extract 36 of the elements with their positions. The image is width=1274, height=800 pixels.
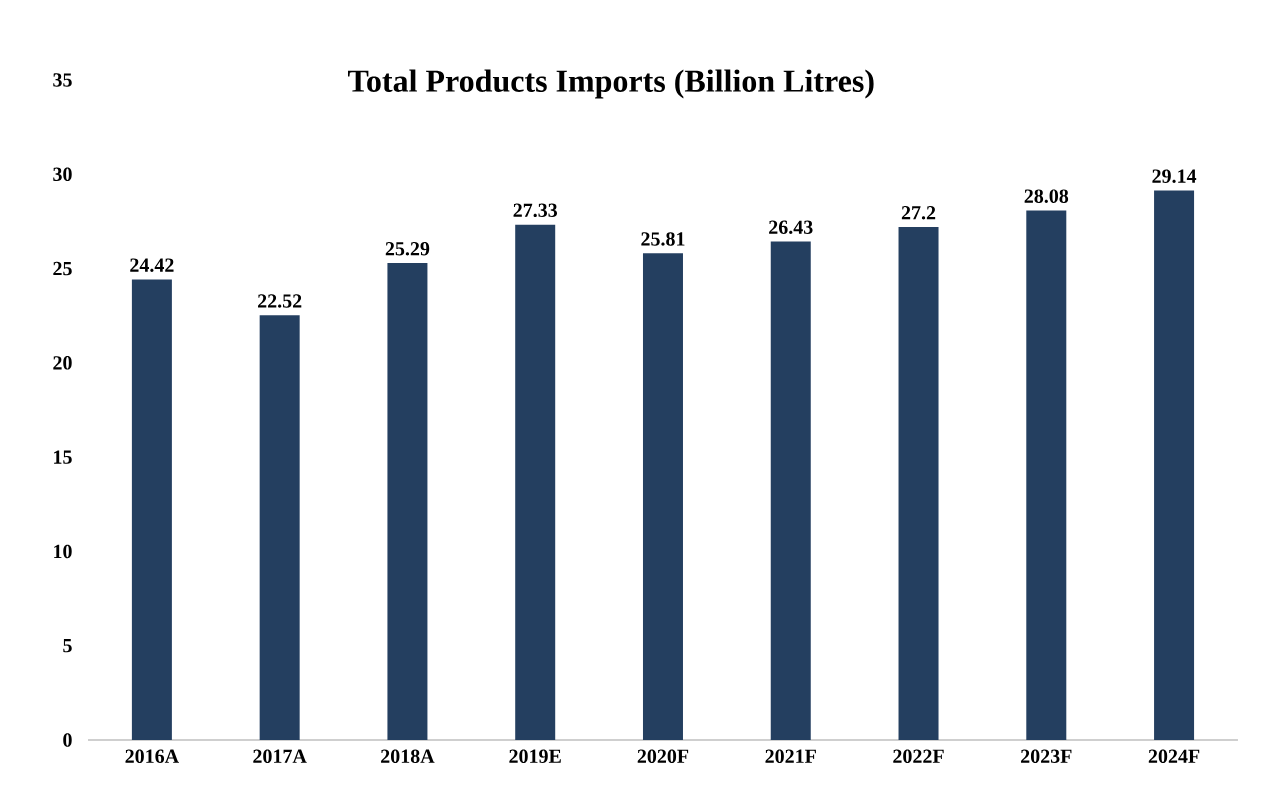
- bar: [1026, 210, 1067, 740]
- data-label: 22.52: [258, 294, 302, 308]
- data-label: 29.14: [1152, 169, 1197, 183]
- x-tick-label: 2020F: [637, 749, 689, 764]
- data-label: 24.42: [130, 258, 174, 272]
- data-label: 28.08: [1024, 189, 1069, 203]
- y-tick-label: 10: [54, 544, 72, 559]
- bar: [898, 227, 939, 740]
- data-label: 25.29: [385, 242, 430, 256]
- y-tick-label: 35: [53, 73, 72, 87]
- data-label: 27.2: [901, 206, 936, 220]
- bar: [1154, 190, 1195, 740]
- x-tick-label: 2022F: [893, 749, 944, 764]
- x-tick-label: 2023F: [1021, 749, 1072, 764]
- y-tick-label: 30: [53, 167, 72, 182]
- bar: [387, 263, 428, 740]
- bar: [642, 253, 683, 740]
- x-tick-label: 2021F: [765, 749, 816, 764]
- data-label: 27.33: [513, 203, 558, 218]
- y-tick-label: 15: [54, 450, 72, 464]
- x-tick-label: 2016A: [125, 749, 179, 764]
- bar: [131, 279, 172, 740]
- x-tick-label: 2017A: [253, 749, 307, 764]
- y-tick-label: 5: [63, 639, 72, 653]
- data-label: 25.81: [641, 232, 685, 246]
- x-tick-label: 2024F: [1148, 749, 1200, 764]
- x-tick-label: 2018A: [381, 749, 435, 764]
- bar: [515, 224, 556, 740]
- y-tick-label: 25: [53, 261, 72, 276]
- y-tick-label: 20: [53, 356, 72, 370]
- bar: [770, 241, 811, 740]
- bar: [259, 315, 300, 740]
- data-label: 26.43: [769, 220, 813, 235]
- y-tick-label: 0: [63, 733, 72, 747]
- x-tick-label: 2019E: [509, 749, 561, 764]
- chart-title: Total Products Imports (Billion Litres): [348, 69, 874, 99]
